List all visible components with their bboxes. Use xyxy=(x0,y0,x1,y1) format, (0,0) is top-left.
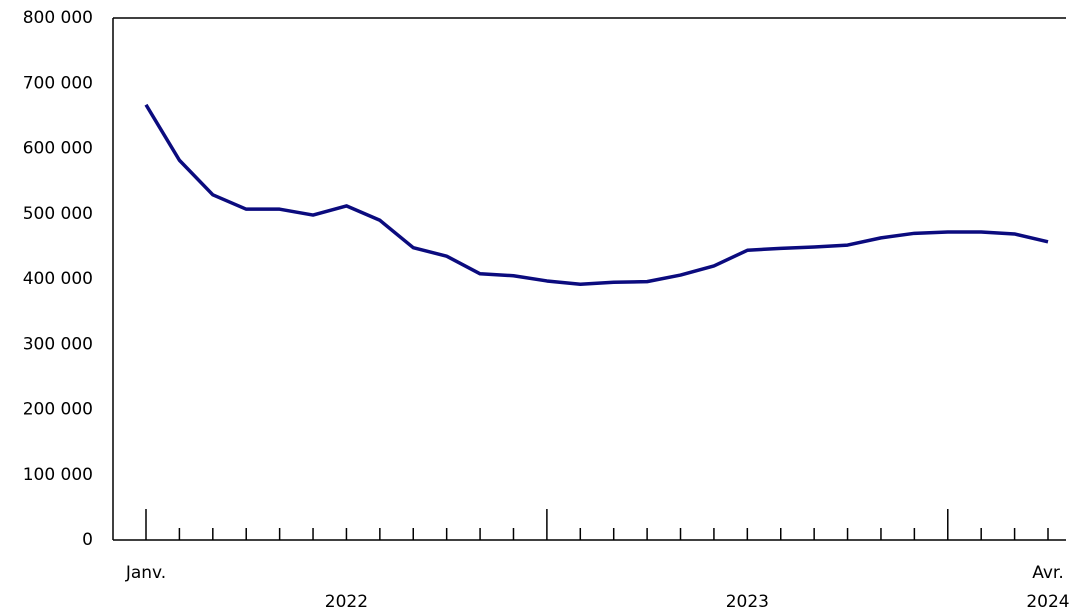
x-tick-label: Avr. xyxy=(1032,563,1064,583)
y-tick-label: 600 000 xyxy=(23,139,93,159)
x-tick-label: Janv. xyxy=(125,563,166,583)
y-tick-label: 300 000 xyxy=(23,334,93,354)
y-tick-label: 500 000 xyxy=(23,204,93,224)
y-tick-label: 0 xyxy=(82,530,93,550)
year-label: 2022 xyxy=(325,592,368,610)
year-label: 2024 xyxy=(1026,592,1069,610)
y-tick-label: 800 000 xyxy=(23,8,93,28)
y-tick-label: 400 000 xyxy=(23,269,93,289)
data-line xyxy=(144,103,1049,286)
y-tick-label: 200 000 xyxy=(23,400,93,420)
y-tick-label: 700 000 xyxy=(23,73,93,93)
y-tick-label: 100 000 xyxy=(23,465,93,485)
year-label: 2023 xyxy=(726,592,769,610)
